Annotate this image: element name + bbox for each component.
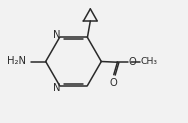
Text: CH₃: CH₃ (141, 57, 158, 66)
Text: N: N (53, 30, 60, 40)
Text: H₂N: H₂N (7, 56, 26, 66)
Text: O: O (109, 78, 117, 88)
Text: O: O (128, 57, 136, 67)
Text: N: N (53, 83, 60, 93)
